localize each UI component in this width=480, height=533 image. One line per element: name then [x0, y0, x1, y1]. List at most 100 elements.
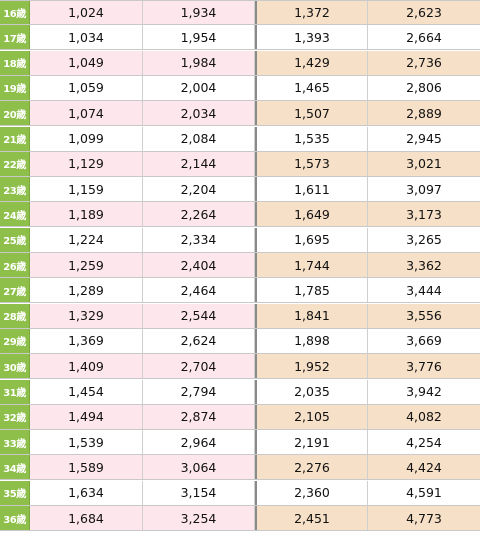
table-row: 28歳 1,329 2,544 1,841 3,556	[0, 303, 480, 329]
column-divider	[255, 50, 257, 75]
value-cell-col4: 3,173	[368, 202, 480, 227]
value-cell-col3: 2,105	[257, 404, 368, 429]
column-divider	[255, 1, 257, 24]
age-label: 25歳	[0, 227, 30, 252]
table-row: 19歳 1,059 2,004 1,465 2,806	[0, 75, 480, 101]
table-row: 27歳 1,289 2,464 1,785 3,444	[0, 278, 480, 304]
age-label: 35歳	[0, 480, 30, 505]
column-divider	[255, 354, 257, 379]
age-label: 32歳	[0, 404, 30, 429]
table-row: 36歳 1,684 3,254 2,451 4,773	[0, 506, 480, 531]
table-row: 23歳 1,159 2,204 1,611 3,097	[0, 177, 480, 203]
value-cell-col4: 2,806	[368, 75, 480, 100]
value-cell-col3: 1,695	[257, 227, 368, 252]
value-cell-col2: 2,464	[143, 278, 255, 303]
value-cell-col2: 2,084	[143, 126, 255, 151]
value-cell-col3: 1,611	[257, 177, 368, 202]
value-cell-col3: 1,465	[257, 75, 368, 100]
column-divider	[255, 506, 257, 530]
value-cell-col1: 1,369	[30, 328, 143, 353]
value-cell-col2: 3,254	[143, 506, 255, 530]
value-cell-col3: 1,952	[257, 354, 368, 379]
table-row: 21歳 1,099 2,084 1,535 2,945	[0, 126, 480, 152]
value-cell-col3: 1,744	[257, 253, 368, 277]
table-row: 22歳 1,129 2,144 1,573 3,021	[0, 151, 480, 177]
column-divider	[255, 278, 257, 303]
value-cell-col2: 2,264	[143, 202, 255, 227]
age-label: 21歳	[0, 126, 30, 151]
value-cell-col4: 3,097	[368, 177, 480, 202]
value-cell-col2: 1,984	[143, 50, 255, 75]
value-cell-col3: 2,360	[257, 480, 368, 505]
value-cell-col1: 1,159	[30, 177, 143, 202]
value-cell-col4: 3,444	[368, 278, 480, 303]
value-cell-col1: 1,224	[30, 227, 143, 252]
column-divider	[255, 151, 257, 176]
column-divider	[255, 227, 257, 252]
age-label: 26歳	[0, 253, 30, 277]
value-cell-col1: 1,329	[30, 303, 143, 328]
value-cell-col4: 3,776	[368, 354, 480, 379]
column-divider	[255, 430, 257, 455]
table-row: 26歳 1,259 2,404 1,744 3,362	[0, 253, 480, 278]
table-row: 25歳 1,224 2,334 1,695 3,265	[0, 227, 480, 253]
value-cell-col2: 2,204	[143, 177, 255, 202]
value-cell-col2: 3,154	[143, 480, 255, 505]
value-cell-col3: 2,191	[257, 430, 368, 455]
value-cell-col1: 1,129	[30, 151, 143, 176]
table-row: 16歳 1,024 1,934 1,372 2,623	[0, 0, 480, 25]
column-divider	[255, 101, 257, 126]
value-cell-col4: 3,556	[368, 303, 480, 328]
value-cell-col3: 1,507	[257, 101, 368, 126]
age-label: 36歳	[0, 506, 30, 530]
value-cell-col1: 1,059	[30, 75, 143, 100]
age-label: 18歳	[0, 50, 30, 75]
value-cell-col3: 1,785	[257, 278, 368, 303]
table-row: 31歳 1,454 2,794 2,035 3,942	[0, 379, 480, 405]
table-row: 29歳 1,369 2,624 1,898 3,669	[0, 328, 480, 354]
value-cell-col3: 1,841	[257, 303, 368, 328]
value-cell-col2: 2,004	[143, 75, 255, 100]
age-label: 34歳	[0, 455, 30, 480]
table-row: 30歳 1,409 2,704 1,952 3,776	[0, 354, 480, 380]
value-cell-col3: 1,393	[257, 25, 368, 50]
age-label: 33歳	[0, 430, 30, 455]
value-cell-col1: 1,074	[30, 101, 143, 126]
value-cell-col1: 1,099	[30, 126, 143, 151]
value-cell-col2: 1,954	[143, 25, 255, 50]
value-cell-col1: 1,684	[30, 506, 143, 530]
column-divider	[255, 480, 257, 505]
value-cell-col2: 1,934	[143, 1, 255, 24]
value-cell-col2: 2,404	[143, 253, 255, 277]
value-cell-col3: 2,035	[257, 379, 368, 404]
value-cell-col4: 2,889	[368, 101, 480, 126]
age-label: 17歳	[0, 25, 30, 50]
table-row: 34歳 1,589 3,064 2,276 4,424	[0, 455, 480, 481]
value-cell-col4: 3,942	[368, 379, 480, 404]
value-cell-col4: 3,669	[368, 328, 480, 353]
age-label: 23歳	[0, 177, 30, 202]
value-cell-col4: 4,773	[368, 506, 480, 530]
value-cell-col3: 2,451	[257, 506, 368, 530]
age-label: 27歳	[0, 278, 30, 303]
value-cell-col4: 2,945	[368, 126, 480, 151]
column-divider	[255, 328, 257, 353]
value-cell-col2: 3,064	[143, 455, 255, 480]
value-cell-col1: 1,494	[30, 404, 143, 429]
value-cell-col3: 1,898	[257, 328, 368, 353]
column-divider	[255, 253, 257, 277]
value-cell-col4: 3,265	[368, 227, 480, 252]
value-cell-col4: 2,664	[368, 25, 480, 50]
value-cell-col4: 3,021	[368, 151, 480, 176]
value-cell-col2: 2,704	[143, 354, 255, 379]
table-row: 24歳 1,189 2,264 1,649 3,173	[0, 202, 480, 228]
value-cell-col1: 1,454	[30, 379, 143, 404]
column-divider	[255, 303, 257, 328]
value-cell-col4: 2,623	[368, 1, 480, 24]
value-cell-col1: 1,259	[30, 253, 143, 277]
column-divider	[255, 177, 257, 202]
age-label: 24歳	[0, 202, 30, 227]
column-divider	[255, 379, 257, 404]
value-cell-col3: 1,372	[257, 1, 368, 24]
